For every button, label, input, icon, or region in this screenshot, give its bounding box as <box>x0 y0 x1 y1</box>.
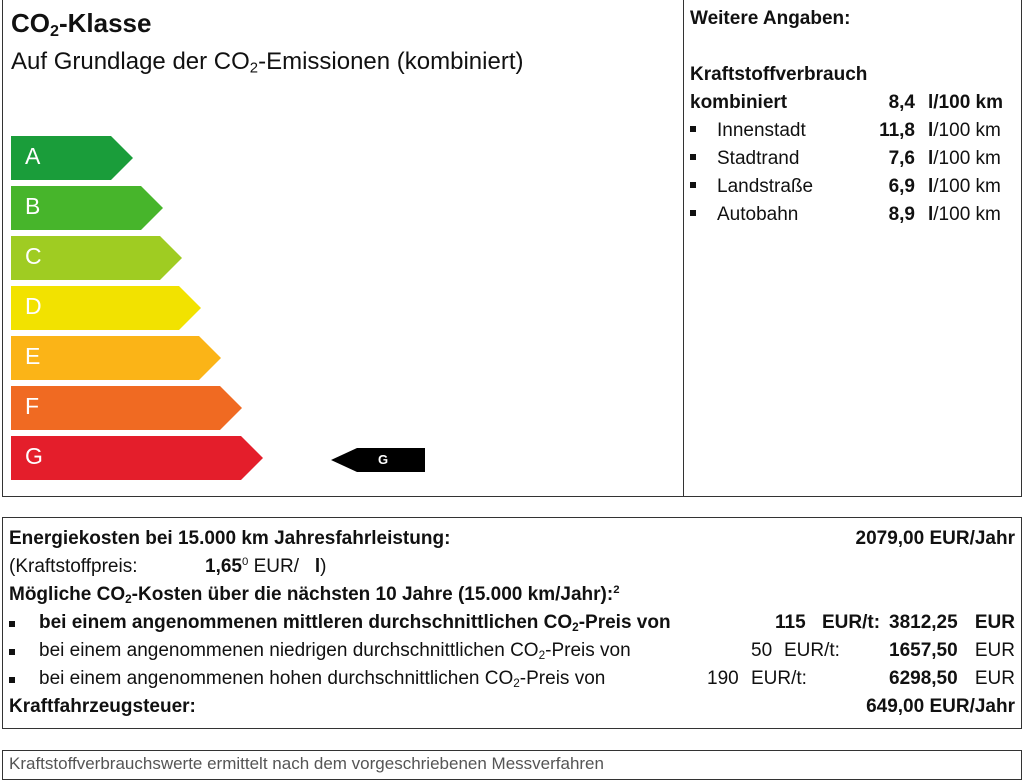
further-info-heading: Weitere Angaben: <box>690 8 851 29</box>
co2-scenario-currency: EUR <box>974 612 1015 633</box>
co2-scenario-text: bei einem angenommenen hohen durchschnit… <box>39 668 606 690</box>
consumption-row-unit: l/100 km <box>928 120 1001 141</box>
consumption-row: Innenstadt 11,8 l/100 km <box>690 120 1015 146</box>
consumption-row-label: Stadtrand <box>717 148 800 169</box>
fuel-consumption-title: Kraftstoffverbrauch <box>690 64 868 85</box>
class-bar-g-shape <box>11 436 263 480</box>
co2-scenario-value: 1657,50 <box>889 640 958 661</box>
energy-costs-value: 2079,00 EUR/Jahr <box>855 528 1016 549</box>
consumption-panel: Weitere Angaben: Kraftstoffverbrauch kom… <box>683 0 1022 497</box>
co2-scenario-price: 190 <box>707 668 739 689</box>
fuel-price-label: (Kraftstoffpreis: <box>9 556 138 577</box>
vehicle-tax-label: Kraftfahrzeugsteuer: <box>9 696 196 717</box>
co2-scenario-row: bei einem angenommenen hohen durchschnit… <box>9 668 1015 696</box>
co2-scenario-row: bei einem angenommenen mittleren durchsc… <box>9 612 1015 640</box>
consumption-row-label: Autobahn <box>717 204 799 225</box>
co2-scenario-value: 3812,25 <box>889 612 958 633</box>
consumption-row: Autobahn 8,9 l/100 km <box>690 204 1015 230</box>
co2-scenario-unit: EUR/t: <box>751 668 807 689</box>
class-bar-d: D <box>11 286 201 330</box>
bullet-icon <box>9 649 15 655</box>
class-bar-d-shape <box>11 286 201 330</box>
bullet-icon <box>690 154 696 160</box>
class-bar-a-shape <box>11 136 133 180</box>
class-bar-f: F <box>11 386 242 430</box>
consumption-row-unit: l/100 km <box>928 204 1001 225</box>
class-bar-c-label: C <box>25 243 42 269</box>
fuel-price-value: 1,650 EUR/ l) <box>205 556 327 577</box>
co2-costs-heading: Mögliche CO2-Kosten über die nächsten 10… <box>9 584 620 606</box>
co2-scenario-unit: EUR/t: <box>822 612 881 633</box>
vehicle-tax-value: 649,00 EUR/Jahr <box>866 696 1015 717</box>
costs-panel: Energiekosten bei 15.000 km Jahresfahrle… <box>2 517 1022 729</box>
footer-panel: Kraftstoffverbrauchswerte ermittelt nach… <box>2 750 1022 780</box>
consumption-row-value: 8,9 <box>888 204 915 225</box>
current-class-marker: G <box>331 448 425 472</box>
bullet-icon <box>9 677 15 683</box>
co2-class-subtitle: Auf Grundlage der CO2-Emissionen (kombin… <box>11 48 524 77</box>
combined-value: 8,4 <box>888 92 915 113</box>
consumption-row-unit: l/100 km <box>928 176 1001 197</box>
co2-scenario-value: 6298,50 <box>889 668 958 689</box>
co2-scenario-text: bei einem angenommenen mittleren durchsc… <box>39 612 671 634</box>
co2-scenario-currency: EUR <box>974 668 1015 689</box>
bullet-icon <box>690 210 696 216</box>
class-bar-f-label: F <box>25 393 40 419</box>
class-bar-e-label: E <box>25 343 41 369</box>
consumption-combined-row: kombiniert 8,4 l/100 km <box>690 92 1015 118</box>
consumption-row-unit: l/100 km <box>928 148 1001 169</box>
footer-text: Kraftstoffverbrauchswerte ermittelt nach… <box>9 754 604 773</box>
co2-scenario-price: 115 <box>775 612 806 633</box>
co2-scenario-row: bei einem angenommenen niedrigen durchsc… <box>9 640 1015 668</box>
combined-unit: l/100 km <box>928 92 1003 113</box>
vehicle-tax-row: Kraftfahrzeugsteuer: 649,00 EUR/Jahr <box>9 696 1015 724</box>
bullet-icon <box>690 182 696 188</box>
class-bar-d-label: D <box>25 293 42 319</box>
co2-scenario-text: bei einem angenommenen niedrigen durchsc… <box>39 640 631 662</box>
co2-class-panel: CO2-Klasse Auf Grundlage der CO2-Emissio… <box>2 0 684 497</box>
class-bar-a-label: A <box>25 143 41 169</box>
co2-scenario-unit: EUR/t: <box>784 640 840 661</box>
class-bar-g-label: G <box>25 443 43 469</box>
class-bar-f-shape <box>11 386 242 430</box>
energy-costs-row: Energiekosten bei 15.000 km Jahresfahrle… <box>9 528 1015 556</box>
class-bar-c: C <box>11 236 182 280</box>
class-bar-g: G <box>11 436 263 480</box>
combined-label: kombiniert <box>690 92 788 113</box>
current-class-label: G <box>377 452 389 467</box>
consumption-row: Stadtrand 7,6 l/100 km <box>690 148 1015 174</box>
class-bar-b: B <box>11 186 163 230</box>
co2-scenario-price: 50 <box>751 640 773 661</box>
class-bar-c-shape <box>11 236 182 280</box>
class-bar-e: E <box>11 336 221 380</box>
fuel-price-row: (Kraftstoffpreis: 1,650 EUR/ l) <box>9 556 1015 584</box>
class-bar-a: A <box>11 136 133 180</box>
class-bar-b-shape <box>11 186 163 230</box>
bullet-icon <box>690 126 696 132</box>
co2-scenario-currency: EUR <box>974 640 1015 661</box>
consumption-row-label: Innenstadt <box>717 120 806 141</box>
consumption-row-value: 11,8 <box>879 120 915 141</box>
class-bar-b-label: B <box>25 193 41 219</box>
consumption-row-value: 6,9 <box>888 176 915 197</box>
class-bar-e-shape <box>11 336 221 380</box>
energy-costs-label: Energiekosten bei 15.000 km Jahresfahrle… <box>9 528 451 549</box>
consumption-row: Landstraße 6,9 l/100 km <box>690 176 1015 202</box>
co2-class-title: CO2-Klasse <box>11 8 152 41</box>
bullet-icon <box>9 621 15 627</box>
consumption-row-value: 7,6 <box>888 148 915 169</box>
marker-arrow-shape <box>331 448 425 472</box>
consumption-row-label: Landstraße <box>717 176 814 197</box>
